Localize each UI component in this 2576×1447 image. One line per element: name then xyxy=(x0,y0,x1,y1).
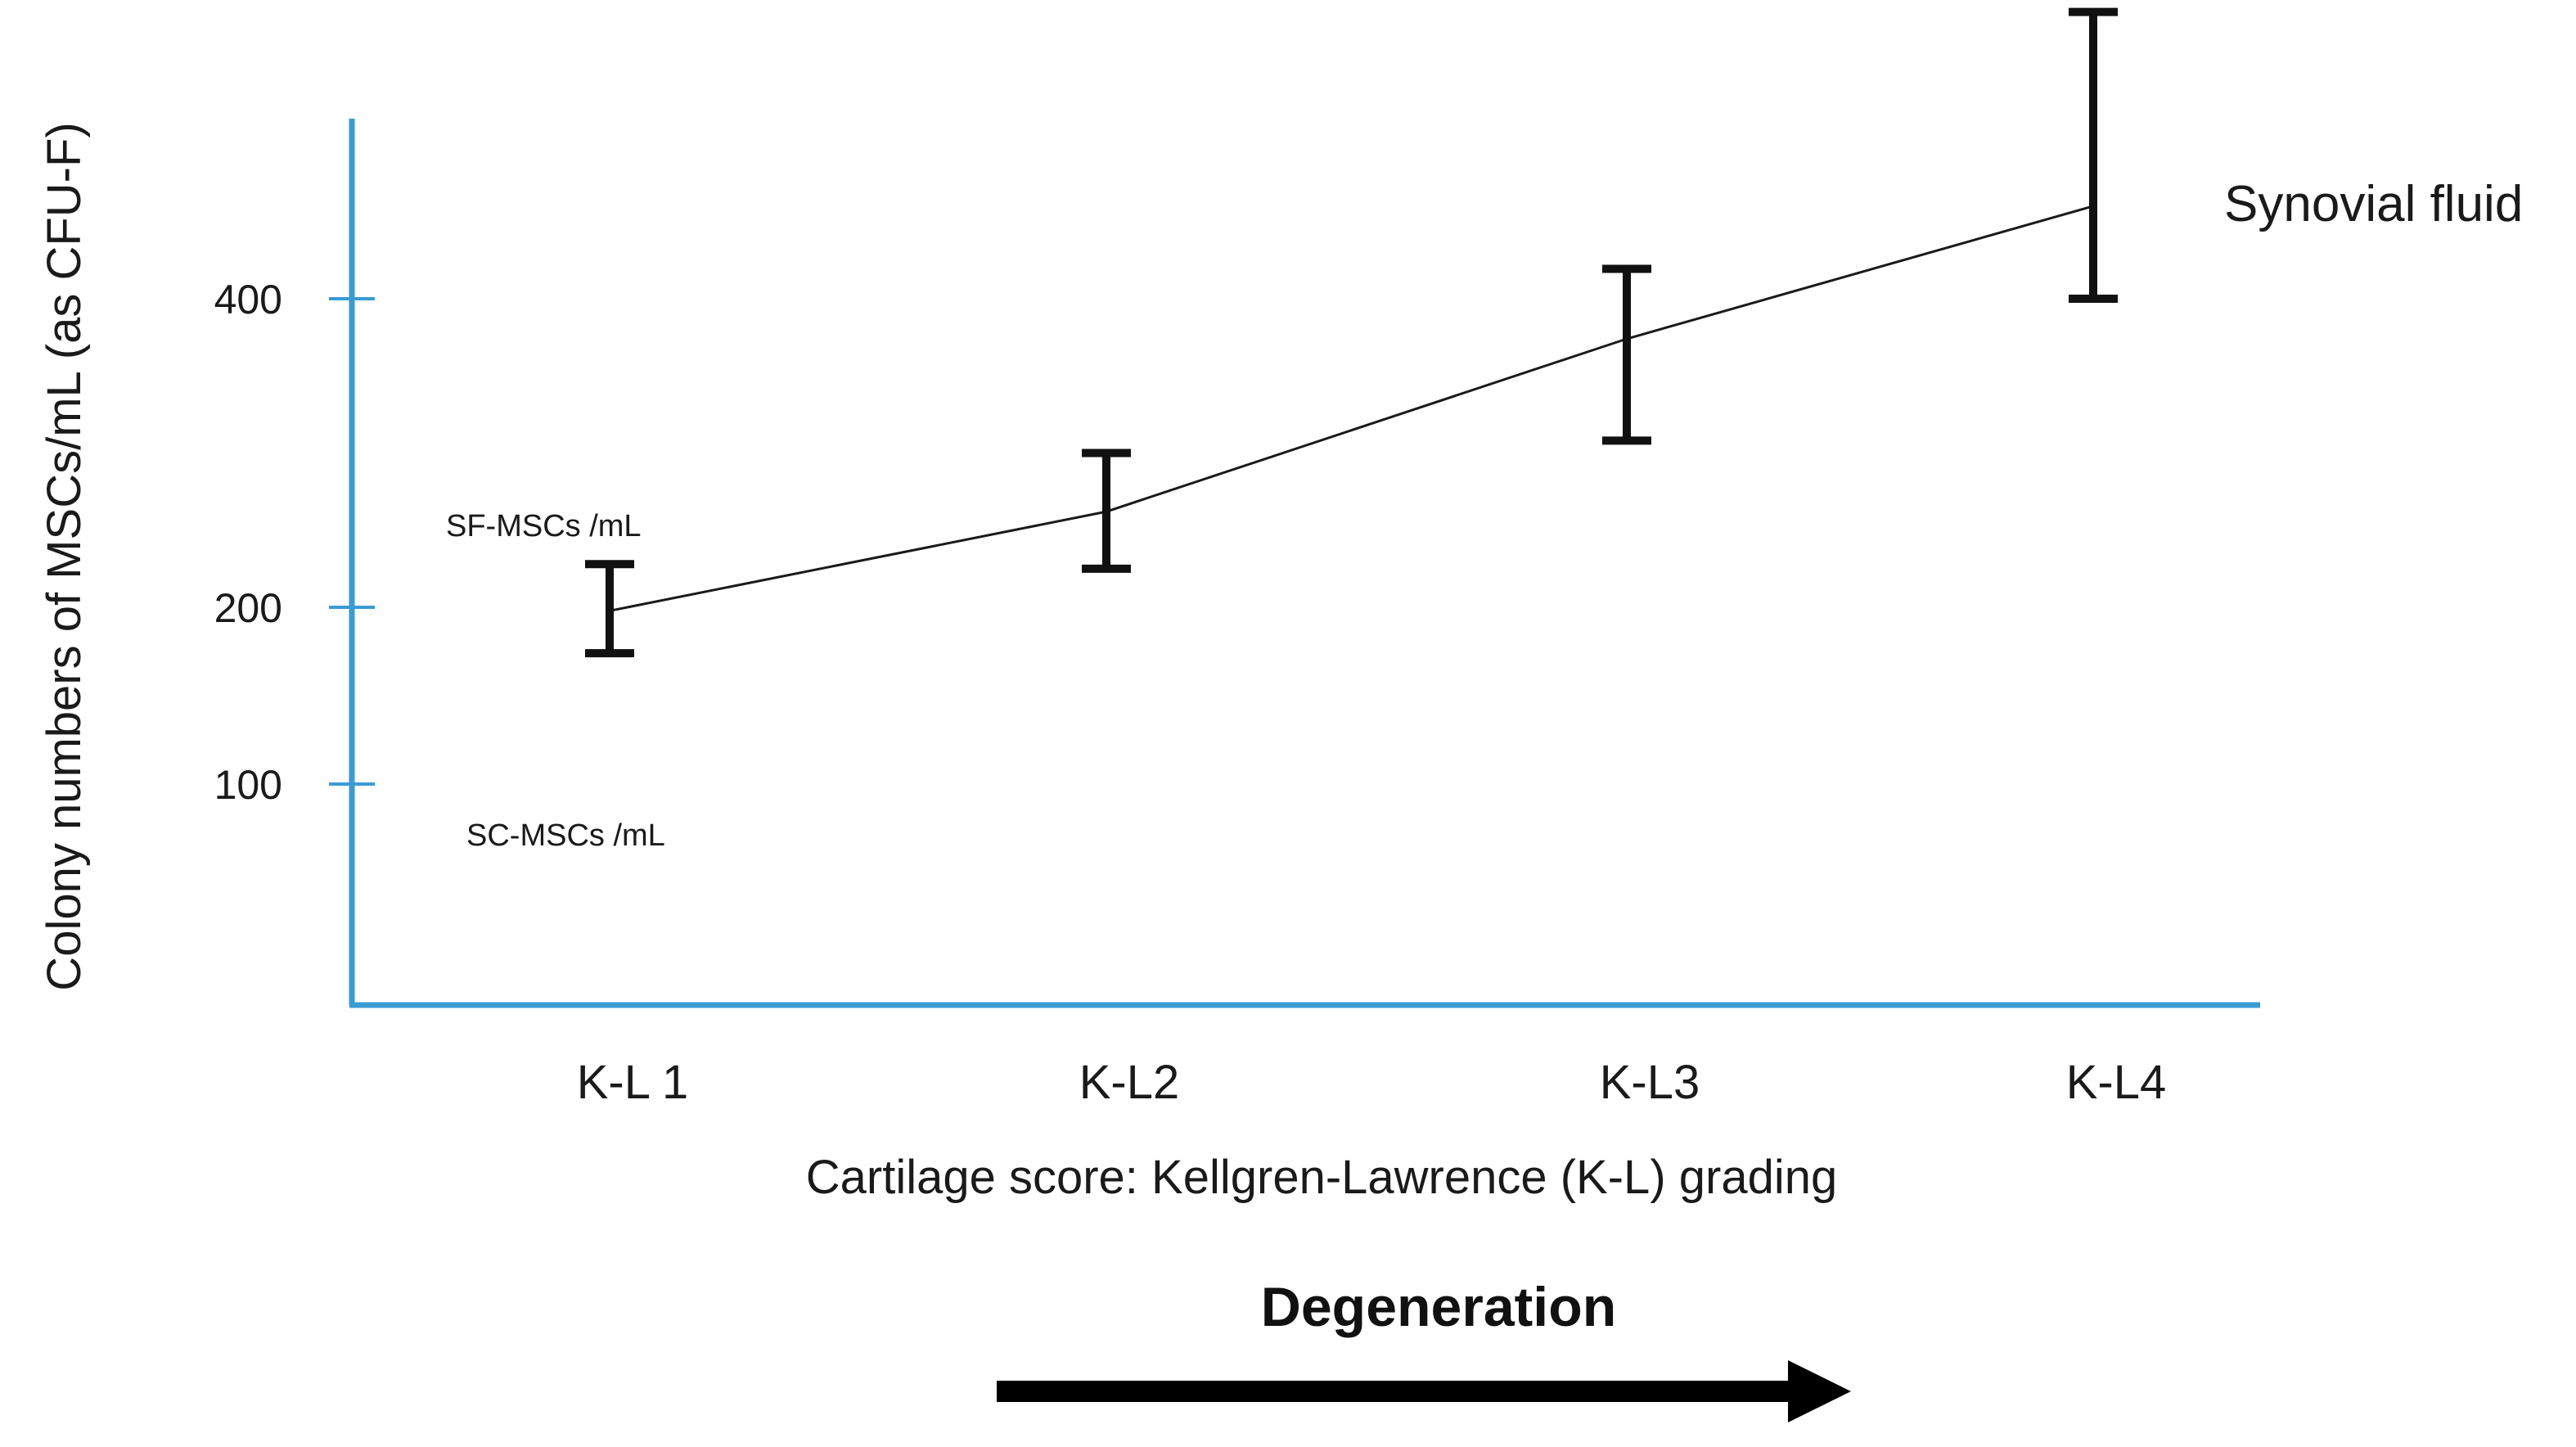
x-axis-title: Cartilage score: Kellgren-Lawrence (K-L)… xyxy=(806,1151,1837,1204)
axes xyxy=(349,119,2260,1008)
series-line xyxy=(609,205,2094,612)
x-tick-label: K-L 1 xyxy=(577,1056,688,1109)
sc-msc-annotation: SC-MSCs /mL xyxy=(466,818,665,853)
arrow-head xyxy=(1788,1360,1851,1422)
y-axis-title: Colony numbers of MSCs/mL (as CFU-F) xyxy=(38,122,91,990)
error-bar xyxy=(1602,264,1651,445)
degeneration-arrow xyxy=(997,1360,1851,1422)
error-bar xyxy=(2069,7,2118,303)
degeneration-label: Degeneration xyxy=(1261,1276,1617,1338)
sf-msc-annotation: SF-MSCs /mL xyxy=(446,509,642,543)
x-tick-labels: K-L 1 K-L2 K-L3 K-L4 xyxy=(577,1056,2167,1109)
y-tick-label: 400 xyxy=(214,277,282,322)
error-bar xyxy=(585,560,634,658)
series-label-synovial-fluid: Synovial fluid xyxy=(2224,176,2523,232)
y-ticks: 100 200 400 xyxy=(214,277,375,808)
x-tick-label: K-L2 xyxy=(1079,1056,1180,1109)
error-bar xyxy=(1082,449,1131,573)
plot-area xyxy=(585,7,2118,658)
x-tick-label: K-L4 xyxy=(2066,1056,2167,1109)
y-tick-label: 200 xyxy=(214,585,282,631)
y-tick-label: 100 xyxy=(214,762,282,808)
x-tick-label: K-L3 xyxy=(1600,1056,1700,1109)
